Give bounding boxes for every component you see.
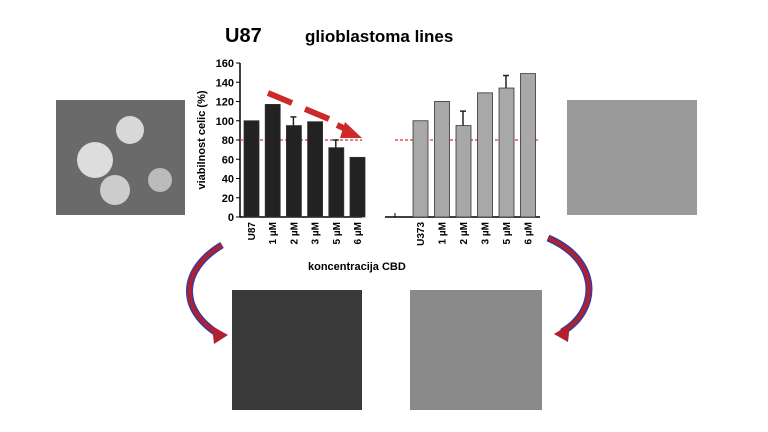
y-tick-label: 20 [222, 193, 234, 205]
bar [477, 92, 493, 218]
microscopy-image-u373-bottom [410, 290, 542, 410]
y-tick-label: 0 [228, 212, 234, 224]
x-tick-label: 1 µM [438, 222, 449, 244]
bar [498, 87, 515, 218]
y-tick-label: 160 [216, 58, 234, 70]
bar [243, 120, 260, 218]
y-tick-label: 80 [222, 135, 234, 147]
bar [412, 120, 429, 218]
bar [285, 125, 302, 218]
bar [328, 147, 345, 218]
x-tick-label: U87 [247, 222, 258, 241]
trend-arrow-head [340, 122, 362, 138]
x-tick-label: 6 µM [524, 222, 535, 244]
y-tick-label: 40 [222, 174, 234, 186]
bar [349, 156, 366, 218]
x-tick-label: U373 [416, 222, 427, 246]
microscopy-image-u87-bottom [232, 290, 362, 410]
y-tick-label: 120 [216, 97, 234, 109]
x-tick-label: 5 µM [502, 222, 513, 244]
trend-arrow-segment [266, 90, 294, 106]
x-tick-label: 5 µM [332, 222, 343, 244]
x-axis-label: koncentracija CBD [308, 261, 406, 273]
x-tick-label: 6 µM [353, 222, 364, 244]
bar [307, 121, 324, 218]
bar [434, 101, 450, 218]
x-tick-label: 2 µM [459, 222, 470, 244]
bar [455, 125, 472, 218]
y-axis-label: viabilnost celic (%) [196, 90, 208, 189]
y-tick-label: 100 [216, 116, 234, 128]
microscopy-image-u87-top [56, 100, 185, 215]
x-tick-label: 2 µM [289, 222, 300, 244]
y-tick-label: 60 [222, 154, 234, 166]
cell-line-title: U87 [225, 25, 262, 47]
bar [264, 103, 281, 218]
microscopy-image-u373-top [567, 100, 697, 215]
x-tick-label: 1 µM [268, 222, 279, 244]
figure-title: glioblastoma lines [305, 27, 453, 46]
y-tick-label: 140 [216, 77, 234, 89]
trend-arrow-segment [303, 106, 331, 122]
x-tick-label: 3 µM [481, 222, 492, 244]
x-tick-label: 3 µM [311, 222, 322, 244]
bar [520, 73, 536, 218]
